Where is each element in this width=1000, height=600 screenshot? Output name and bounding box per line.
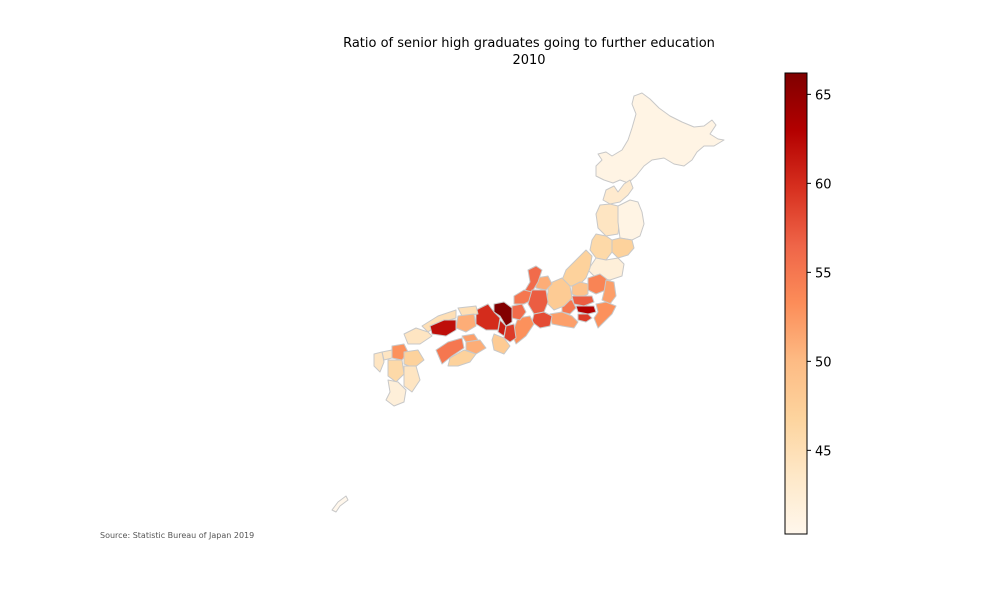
- region-nagasaki: [373, 351, 385, 373]
- region-okayama: [455, 313, 477, 333]
- region-wakayama: [491, 333, 511, 355]
- region-yamagata: [589, 233, 613, 261]
- region-kagoshima: [385, 379, 407, 407]
- colorbar: 45 50 55 60 65: [784, 72, 832, 535]
- region-okinawa: [331, 495, 349, 513]
- japan-map: [331, 92, 725, 513]
- region-kochi: [447, 349, 477, 367]
- region-aichi: [531, 311, 553, 329]
- colorbar-tick-label: 45: [815, 444, 832, 459]
- region-saitama: [571, 295, 595, 307]
- region-gunma: [571, 281, 589, 299]
- source-note: Source: Statistic Bureau of Japan 2019: [100, 531, 254, 540]
- region-ishikawa: [523, 265, 543, 293]
- colorbar-gradient: [784, 72, 808, 535]
- region-tottori: [457, 305, 479, 317]
- colorbar-tick-label: 65: [815, 88, 832, 103]
- region-aomori: [602, 179, 634, 205]
- region-miyagi: [611, 237, 635, 259]
- region-hokkaido: [595, 92, 725, 184]
- region-iwate: [617, 199, 645, 241]
- region-yamaguchi: [403, 327, 433, 345]
- region-ehime: [435, 337, 465, 365]
- region-hyogo: [475, 303, 501, 331]
- region-chiba: [593, 301, 617, 329]
- region-kumamoto: [387, 359, 405, 383]
- colorbar-tick-label: 60: [815, 177, 832, 192]
- region-kanagawa: [577, 313, 593, 323]
- colorbar-tick-label: 55: [815, 266, 832, 281]
- region-shizuoka: [549, 311, 579, 329]
- region-nara: [503, 323, 517, 343]
- chart-title: Ratio of senior high graduates going to …: [343, 36, 715, 51]
- region-gifu: [527, 289, 549, 315]
- region-akita: [595, 203, 621, 237]
- region-toyama: [535, 275, 553, 291]
- colorbar-tick-label: 50: [815, 355, 832, 370]
- region-tokushima: [465, 339, 487, 355]
- chart-subtitle: 2010: [512, 53, 545, 68]
- region-hiroshima: [429, 319, 457, 337]
- region-tokyo: [575, 305, 597, 315]
- region-miyazaki: [403, 365, 421, 393]
- region-oita: [403, 349, 425, 369]
